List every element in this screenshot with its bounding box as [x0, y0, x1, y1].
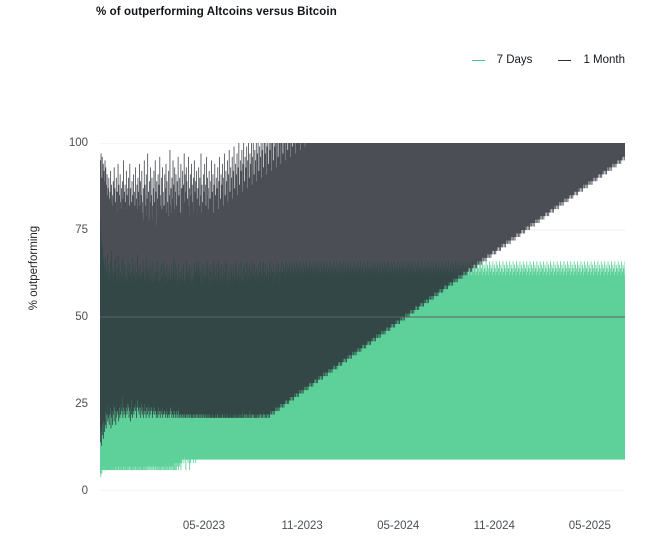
chart-svg: [100, 143, 625, 491]
x-axis-tick-label: 11-2024: [473, 520, 515, 532]
legend-item-1-month[interactable]: 1 Month: [558, 54, 625, 66]
legend-dash-icon: [558, 59, 572, 61]
legend-label: 1 Month: [583, 54, 625, 66]
y-axis-tick-label: 25: [75, 398, 88, 410]
x-axis-tick-label: 05-2024: [377, 520, 420, 532]
series-line: [100, 143, 625, 446]
y-axis-tick-label: 100: [68, 137, 88, 149]
page-title: % of outperforming Altcoins versus Bitco…: [96, 6, 337, 18]
y-axis-tick-label: 0: [81, 485, 88, 497]
y-axis-tick-labels: 0 25 50 75 100: [54, 137, 88, 497]
x-axis-tick-labels: 05-2023 11-2023 05-2024 11-2024 05-2025: [100, 520, 625, 540]
y-axis-title: % outperforming: [28, 225, 40, 311]
x-axis-tick-label: 05-2025: [568, 520, 611, 532]
chart-legend: 7 Days 1 Month: [471, 54, 625, 66]
x-axis-tick-label: 11-2023: [281, 520, 323, 532]
legend-label: 7 Days: [496, 54, 533, 66]
y-axis-tick-label: 50: [75, 311, 88, 323]
legend-dash-icon: [471, 59, 485, 61]
x-axis-tick-label: 05-2023: [182, 520, 226, 532]
y-axis-tick-label: 75: [75, 224, 88, 236]
legend-item-7-days[interactable]: 7 Days: [471, 54, 533, 66]
plot-area: [100, 143, 625, 491]
